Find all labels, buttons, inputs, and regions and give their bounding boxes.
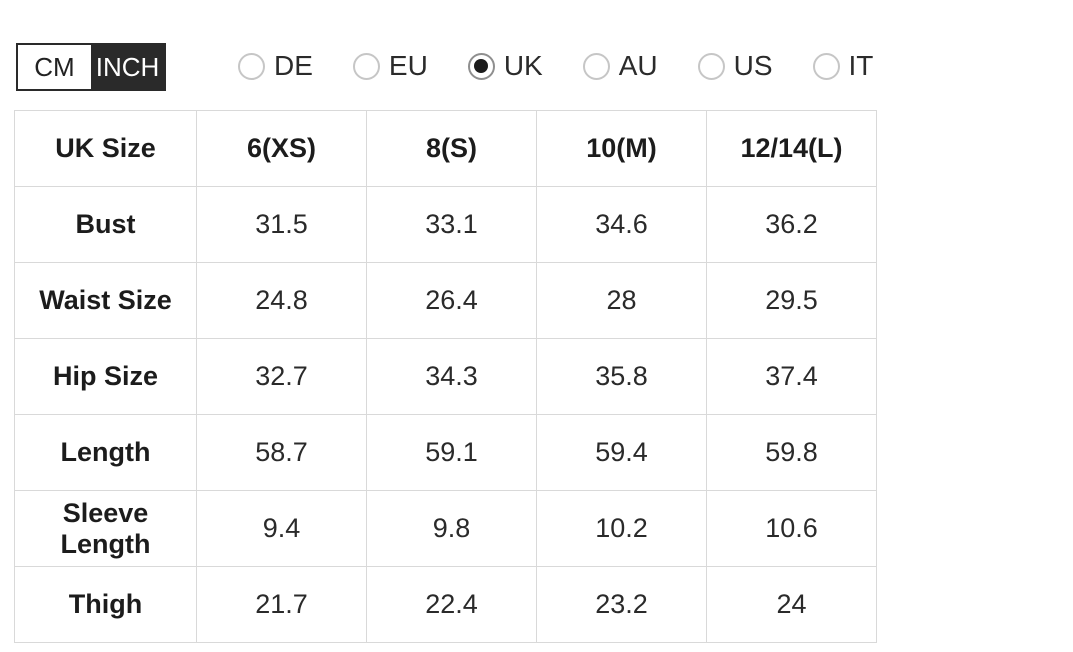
radio-uk[interactable]: UK bbox=[467, 50, 543, 81]
cell-value: 10.6 bbox=[706, 490, 877, 567]
unit-toggle: CM INCH bbox=[16, 43, 166, 91]
radio-eu-label: EU bbox=[388, 50, 428, 81]
row-label: Length bbox=[14, 414, 197, 491]
table-row-waist: Waist Size 24.8 26.4 28 29.5 bbox=[14, 262, 877, 339]
radio-selected-circle-icon bbox=[467, 52, 495, 80]
row-label: Sleeve Length bbox=[14, 490, 197, 567]
radio-circle-icon bbox=[352, 52, 380, 80]
row-label: Bust bbox=[14, 186, 197, 263]
row-label: Thigh bbox=[14, 566, 197, 643]
cell-value: 26.4 bbox=[366, 262, 537, 339]
cell-value: 28 bbox=[536, 262, 707, 339]
unit-option-inch[interactable]: INCH bbox=[91, 45, 164, 89]
table-row-length: Length 58.7 59.1 59.4 59.8 bbox=[14, 414, 877, 491]
radio-circle-icon bbox=[697, 52, 725, 80]
size-chart-table: UK Size 6(XS) 8(S) 10(M) 12/14(L) Bust 3… bbox=[14, 110, 877, 643]
table-row-bust: Bust 31.5 33.1 34.6 36.2 bbox=[14, 186, 877, 263]
radio-au-label: AU bbox=[618, 50, 658, 81]
cell-value: 36.2 bbox=[706, 186, 877, 263]
cell-value: 58.7 bbox=[196, 414, 367, 491]
cell-value: 24 bbox=[706, 566, 877, 643]
region-radio-group: DE EU UK AU US IT bbox=[238, 52, 873, 80]
cell-value: 9.8 bbox=[366, 490, 537, 567]
header-size-l: 12/14(L) bbox=[706, 110, 877, 187]
cell-value: 34.6 bbox=[536, 186, 707, 263]
table-header-row: UK Size 6(XS) 8(S) 10(M) 12/14(L) bbox=[14, 110, 877, 187]
cell-value: 32.7 bbox=[196, 338, 367, 415]
radio-it-label: IT bbox=[848, 50, 874, 81]
radio-uk-label: UK bbox=[503, 50, 543, 81]
cell-value: 21.7 bbox=[196, 566, 367, 643]
cell-value: 31.5 bbox=[196, 186, 367, 263]
header-size-m: 10(M) bbox=[536, 110, 707, 187]
cell-value: 59.4 bbox=[536, 414, 707, 491]
radio-us-label: US bbox=[733, 50, 773, 81]
table-row-sleeve: Sleeve Length 9.4 9.8 10.2 10.6 bbox=[14, 490, 877, 567]
cell-value: 59.8 bbox=[706, 414, 877, 491]
row-label: Waist Size bbox=[14, 262, 197, 339]
row-label: Hip Size bbox=[14, 338, 197, 415]
cell-value: 59.1 bbox=[366, 414, 537, 491]
cell-value: 29.5 bbox=[706, 262, 877, 339]
header-size-s: 8(S) bbox=[366, 110, 537, 187]
radio-eu[interactable]: EU bbox=[352, 50, 428, 81]
header-size-xs: 6(XS) bbox=[196, 110, 367, 187]
radio-au[interactable]: AU bbox=[582, 50, 658, 81]
cell-value: 34.3 bbox=[366, 338, 537, 415]
cell-value: 23.2 bbox=[536, 566, 707, 643]
radio-de[interactable]: DE bbox=[238, 52, 313, 80]
cell-value: 22.4 bbox=[366, 566, 537, 643]
table-row-hip: Hip Size 32.7 34.3 35.8 37.4 bbox=[14, 338, 877, 415]
cell-value: 10.2 bbox=[536, 490, 707, 567]
radio-it[interactable]: IT bbox=[812, 50, 874, 81]
cell-value: 35.8 bbox=[536, 338, 707, 415]
table-row-thigh: Thigh 21.7 22.4 23.2 24 bbox=[14, 566, 877, 643]
cell-value: 33.1 bbox=[366, 186, 537, 263]
cell-value: 37.4 bbox=[706, 338, 877, 415]
radio-circle-icon bbox=[238, 52, 265, 80]
radio-de-label: DE bbox=[274, 50, 313, 81]
cell-value: 24.8 bbox=[196, 262, 367, 339]
header-uk-size: UK Size bbox=[14, 110, 197, 187]
radio-circle-icon bbox=[812, 52, 840, 80]
radio-circle-icon bbox=[582, 52, 610, 80]
cell-value: 9.4 bbox=[196, 490, 367, 567]
unit-option-cm[interactable]: CM bbox=[18, 45, 91, 89]
radio-us[interactable]: US bbox=[697, 50, 773, 81]
